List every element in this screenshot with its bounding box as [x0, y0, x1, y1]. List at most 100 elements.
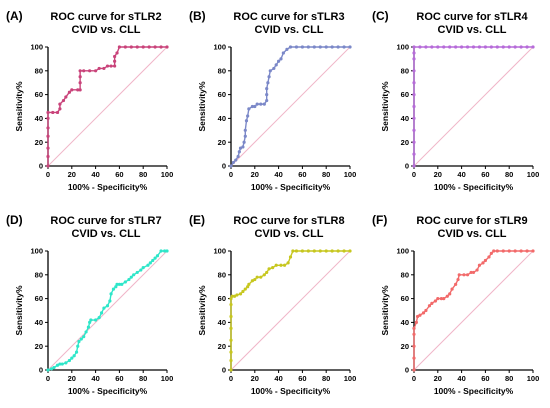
roc-data-point: [274, 63, 278, 67]
y-tick-label: 40: [401, 318, 409, 327]
roc-data-point: [147, 45, 151, 49]
y-tick-label: 0: [39, 366, 43, 375]
roc-data-point: [139, 268, 143, 272]
roc-data-point: [117, 45, 121, 49]
roc-data-point: [78, 81, 82, 85]
roc-data-point: [129, 45, 133, 49]
roc-data-point: [55, 110, 60, 115]
roc-data-point: [246, 285, 250, 289]
y-tick-label: 100: [396, 43, 409, 52]
roc-data-point: [489, 45, 493, 49]
roc-data-point: [412, 81, 416, 85]
roc-data-point: [243, 134, 247, 138]
x-tick-label: 100: [161, 374, 174, 383]
roc-data-point: [135, 45, 139, 49]
roc-data-point: [51, 110, 55, 115]
roc-data-point: [76, 88, 80, 92]
roc-data-point: [465, 45, 470, 49]
roc-data-point: [247, 107, 251, 111]
roc-data-point: [229, 164, 233, 168]
x-tick-label: 80: [322, 374, 330, 383]
roc-data-point: [306, 249, 310, 253]
roc-data-point: [288, 45, 293, 49]
roc-data-point: [232, 294, 237, 298]
roc-data-point: [442, 45, 446, 49]
roc-data-point: [67, 358, 72, 363]
roc-data-point: [277, 59, 281, 63]
roc-data-point: [241, 289, 245, 294]
roc-data-point: [525, 249, 529, 253]
roc-data-point: [113, 64, 117, 68]
roc-data-point: [279, 57, 283, 61]
roc-data-point: [70, 356, 74, 360]
roc-data-point: [294, 45, 299, 49]
y-tick-label: 60: [35, 294, 43, 303]
roc-data-point: [109, 292, 113, 296]
roc-data-point: [229, 302, 233, 307]
roc-data-point: [267, 75, 271, 79]
roc-data-point: [155, 254, 160, 258]
roc-data-point: [115, 51, 119, 55]
roc-data-point: [148, 261, 152, 265]
roc-data-point: [330, 249, 334, 253]
roc-data-point: [291, 249, 295, 253]
x-axis-label: 100% - Specificity%: [251, 182, 331, 192]
roc-data-point: [487, 255, 491, 259]
roc-data-point: [89, 318, 93, 322]
x-tick-label: 0: [46, 374, 50, 383]
roc-data-point: [229, 338, 233, 342]
y-tick-label: 80: [218, 66, 226, 75]
roc-data-point: [282, 263, 287, 267]
roc-data-point: [501, 249, 505, 253]
x-tick-label: 80: [139, 170, 147, 179]
x-tick-label: 0: [412, 374, 416, 383]
y-axis-label: Sensitivity%: [380, 81, 390, 132]
y-tick-label: 0: [39, 162, 43, 171]
reference-diagonal-line: [230, 46, 351, 167]
x-tick-label: 60: [481, 374, 489, 383]
roc-data-point: [58, 102, 62, 106]
roc-data-point: [324, 249, 328, 253]
y-tick-label: 60: [35, 90, 43, 99]
roc-data-point: [336, 45, 340, 49]
roc-data-point: [424, 45, 428, 49]
y-tick-label: 60: [218, 294, 226, 303]
roc-data-point: [412, 152, 416, 156]
roc-data-point: [94, 69, 98, 73]
y-tick-label: 0: [222, 366, 226, 375]
reference-diagonal-line: [47, 46, 168, 167]
x-tick-label: 40: [274, 170, 282, 179]
roc-data-point: [414, 320, 418, 324]
roc-data-point: [94, 318, 98, 322]
y-axis-label: Sensitivity%: [380, 285, 390, 336]
y-tick-label: 80: [401, 270, 409, 279]
panel-label: (B): [189, 9, 206, 23]
roc-data-point: [46, 368, 50, 372]
x-tick-label: 20: [68, 374, 76, 383]
y-tick-label: 80: [401, 66, 409, 75]
roc-data-point: [324, 45, 328, 49]
roc-data-point: [250, 279, 255, 283]
roc-data-point: [262, 273, 266, 277]
roc-data-point: [55, 363, 60, 367]
roc-data-point: [79, 337, 83, 341]
roc-data-point: [165, 45, 169, 49]
roc-data-point: [159, 45, 163, 49]
roc-data-point: [412, 51, 416, 55]
roc-data-point: [135, 270, 139, 275]
y-tick-label: 40: [218, 318, 226, 327]
x-tick-label: 60: [298, 374, 306, 383]
roc-data-point: [64, 95, 68, 99]
roc-data-point: [229, 368, 233, 372]
roc-data-point: [159, 249, 163, 253]
roc-curve-line: [47, 250, 167, 371]
roc-data-point: [237, 150, 241, 154]
roc-data-point: [342, 45, 346, 49]
roc-panel: (C) ROC curve for sTLR4 CVID vs. CLL 0 20 40 6…: [366, 0, 549, 204]
chart-title: ROC curve for sTLR3: [233, 11, 344, 23]
roc-data-point: [46, 154, 50, 159]
y-tick-label: 60: [401, 90, 409, 99]
roc-data-point: [64, 361, 68, 365]
roc-data-point: [253, 277, 257, 282]
